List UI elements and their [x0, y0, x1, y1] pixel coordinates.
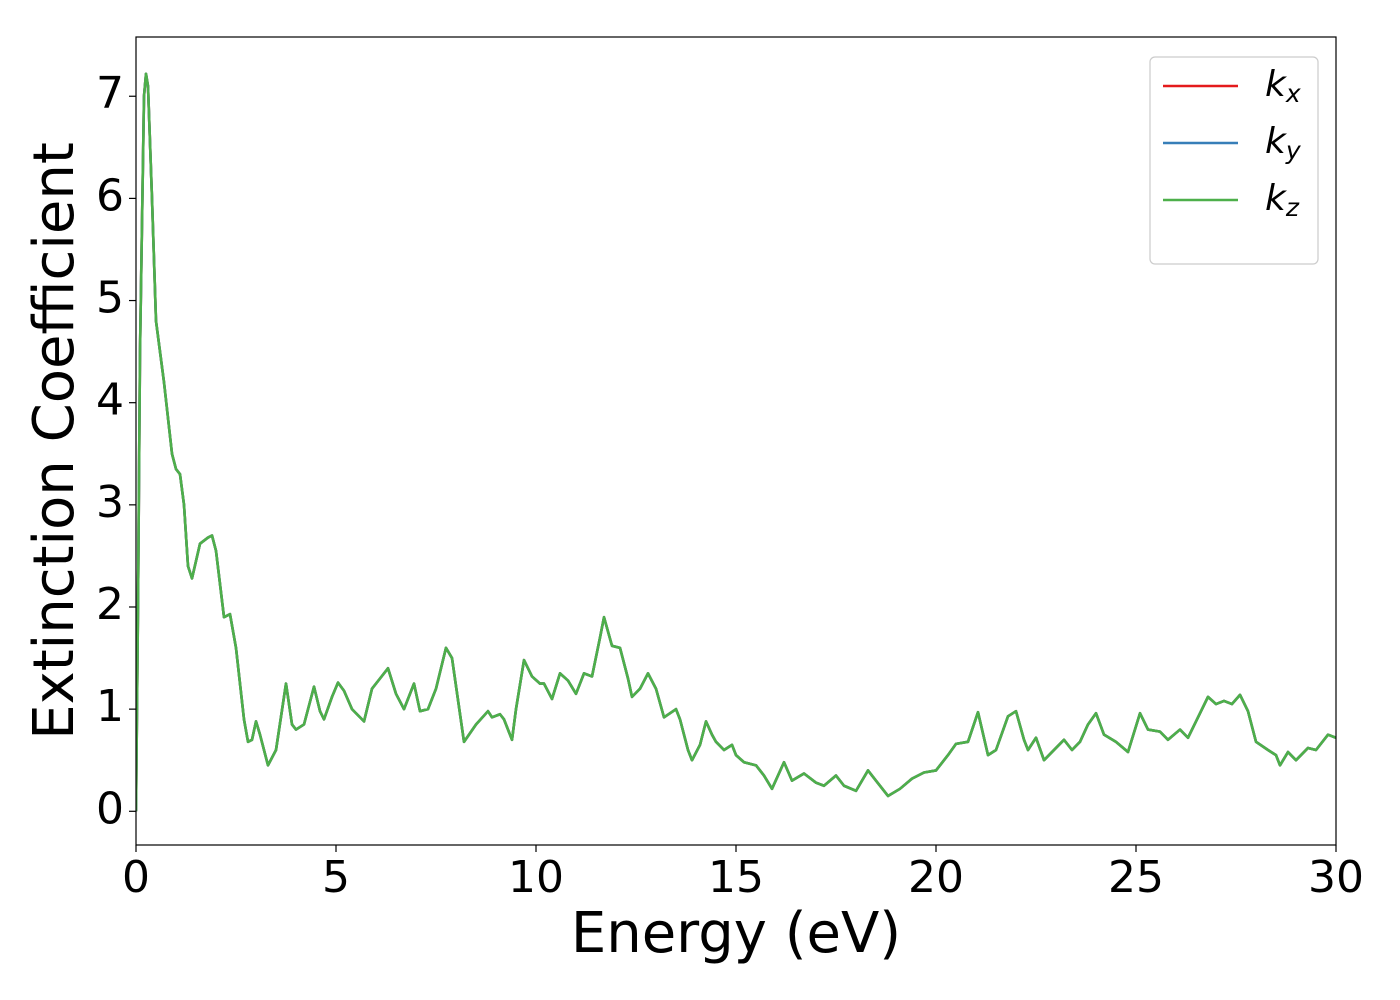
y-tick-label: 5	[96, 273, 124, 324]
x-tick-label: 5	[322, 852, 350, 903]
y-tick-label: 1	[96, 681, 124, 732]
legend-box	[1149, 56, 1319, 265]
y-tick-label: 7	[96, 68, 124, 119]
x-tick-label: 10	[508, 852, 564, 903]
x-tick-label: 20	[908, 852, 964, 903]
x-axis-label: Energy (eV)	[571, 901, 901, 966]
y-tick-label: 3	[96, 477, 124, 528]
x-tick-label: 25	[1108, 852, 1164, 903]
y-tick-label: 0	[96, 783, 124, 834]
y-tick-label: 2	[96, 579, 124, 630]
x-tick-label: 0	[122, 852, 150, 903]
legend-label: ky	[1265, 121, 1302, 165]
legend: kx ky kz	[1149, 56, 1319, 265]
x-tick-label: 15	[708, 852, 764, 903]
y-tick-label: 4	[96, 375, 124, 426]
legend-label: kx	[1265, 64, 1301, 108]
data-line	[136, 72, 1336, 812]
x-tick-label: 30	[1308, 852, 1364, 903]
y-axis-label: Extinction Coefficient	[22, 142, 87, 740]
plot-lines	[136, 72, 1336, 812]
legend-label: kz	[1265, 178, 1300, 222]
y-tick-label: 6	[96, 170, 124, 221]
